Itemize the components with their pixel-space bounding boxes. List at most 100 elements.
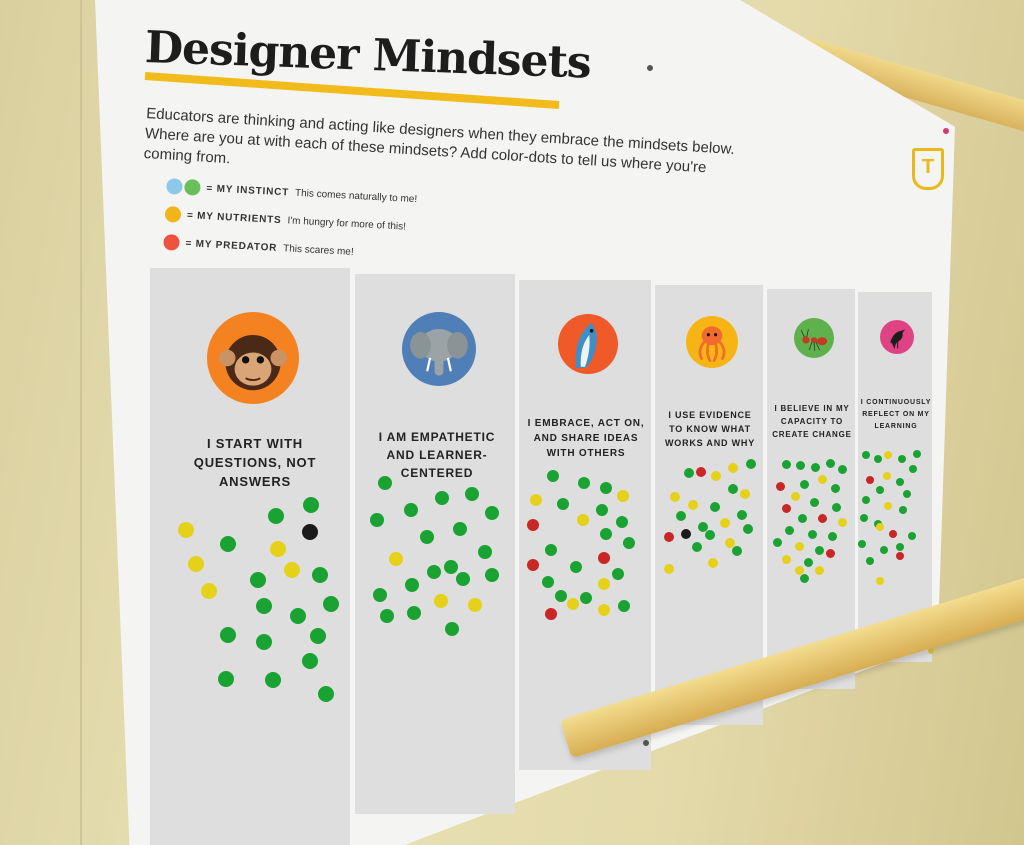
sticker-dot — [598, 578, 610, 590]
sticker-dot — [889, 530, 897, 538]
bird-icon — [880, 320, 914, 354]
sticker-dot — [220, 627, 236, 643]
sticker-dot — [826, 549, 835, 558]
sticker-dot — [740, 489, 750, 499]
sticker-dot — [290, 608, 306, 624]
pushpin — [647, 65, 653, 71]
sticker-dot — [908, 532, 916, 540]
sticker-dot — [303, 497, 319, 513]
sticker-dot — [256, 598, 272, 614]
sticker-dot — [896, 552, 904, 560]
sticker-dot — [444, 560, 458, 574]
sticker-dot — [616, 516, 628, 528]
sticker-dot — [434, 594, 448, 608]
sticker-dot — [545, 608, 557, 620]
sticker-dot — [485, 506, 499, 520]
sticker-dot — [435, 491, 449, 505]
sticker-dot — [876, 577, 884, 585]
sticker-dot — [618, 600, 630, 612]
sticker-dot — [795, 566, 804, 575]
sticker-dot — [378, 476, 392, 490]
mindset-caption: I BELIEVE IN MY CAPACITY TO CREATE CHANGE — [772, 404, 852, 439]
sticker-dot — [284, 562, 300, 578]
sticker-dot — [323, 596, 339, 612]
sticker-dot — [664, 564, 674, 574]
sticker-dot — [456, 572, 470, 586]
sticker-dot — [785, 526, 794, 535]
sticker-dot — [815, 546, 824, 555]
sticker-dot — [811, 463, 820, 472]
sticker-dot — [178, 522, 194, 538]
logo-icon: T — [912, 148, 944, 190]
sticker-dot — [725, 538, 735, 548]
sticker-dot — [746, 459, 756, 469]
sticker-dot — [728, 484, 738, 494]
mindset-caption: I START WITH QUESTIONS, NOT ANSWERS — [193, 436, 317, 489]
mindset-caption: I CONTINUOUSLY REFLECT ON MY LEARNING — [860, 399, 932, 430]
sticker-dot — [818, 475, 827, 484]
sticker-dot — [903, 490, 911, 498]
sticker-dot — [270, 541, 286, 557]
sticker-dot — [598, 552, 610, 564]
sticker-dot — [696, 467, 706, 477]
sticker-dot — [795, 542, 804, 551]
mindset-caption: I AM EMPATHETIC AND LEARNER- CENTERED — [378, 430, 496, 480]
sticker-dot — [485, 568, 499, 582]
sticker-dot — [577, 514, 589, 526]
sticker-dot — [676, 511, 686, 521]
octopus-icon — [686, 316, 738, 368]
dolphin-icon — [558, 314, 618, 374]
sticker-dot — [828, 532, 837, 541]
sticker-dot — [465, 487, 479, 501]
sticker-dot — [600, 528, 612, 540]
sticker-dot — [407, 606, 421, 620]
sticker-dot — [782, 504, 791, 513]
sticker-dot — [896, 478, 904, 486]
sticker-dot — [670, 492, 680, 502]
sticker-dot — [818, 514, 827, 523]
sticker-dot — [800, 480, 809, 489]
sticker-dot — [557, 498, 569, 510]
sticker-dot — [866, 557, 874, 565]
sticker-dot — [547, 470, 559, 482]
sticker-dot — [478, 545, 492, 559]
sticker-dot — [815, 566, 824, 575]
sticker-dot — [600, 482, 612, 494]
sticker-dot — [578, 477, 590, 489]
sticker-dot — [684, 468, 694, 478]
sticker-dot — [810, 498, 819, 507]
sticker-dot — [370, 513, 384, 527]
sticker-dot — [909, 465, 917, 473]
chimpanzee-icon — [207, 312, 299, 404]
sticker-dot — [782, 555, 791, 564]
sticker-dot — [898, 455, 906, 463]
sticker-dot — [913, 450, 921, 458]
sticker-dot — [884, 502, 892, 510]
sticker-dot — [405, 578, 419, 592]
elephant-icon — [402, 312, 476, 386]
wall-seam — [80, 0, 82, 845]
sticker-dot — [570, 561, 582, 573]
pushpin — [943, 128, 949, 134]
sticker-dot — [782, 460, 791, 469]
sticker-dot — [265, 672, 281, 688]
sticker-dot — [302, 653, 318, 669]
sticker-dot — [310, 628, 326, 644]
sticker-dot — [728, 463, 738, 473]
sticker-dot — [681, 529, 691, 539]
sticker-dot — [596, 504, 608, 516]
sticker-dot — [776, 482, 785, 491]
sticker-dot — [201, 583, 217, 599]
sticker-dot — [732, 546, 742, 556]
sticker-dot — [545, 544, 557, 556]
sticker-dot — [527, 559, 539, 571]
sticker-dot — [866, 476, 874, 484]
sticker-dot — [542, 576, 554, 588]
ant-icon — [794, 318, 834, 358]
pushpin — [928, 648, 934, 654]
sticker-dot — [796, 461, 805, 470]
sticker-dot — [838, 465, 847, 474]
sticker-dot — [250, 572, 266, 588]
sticker-dot — [617, 490, 629, 502]
